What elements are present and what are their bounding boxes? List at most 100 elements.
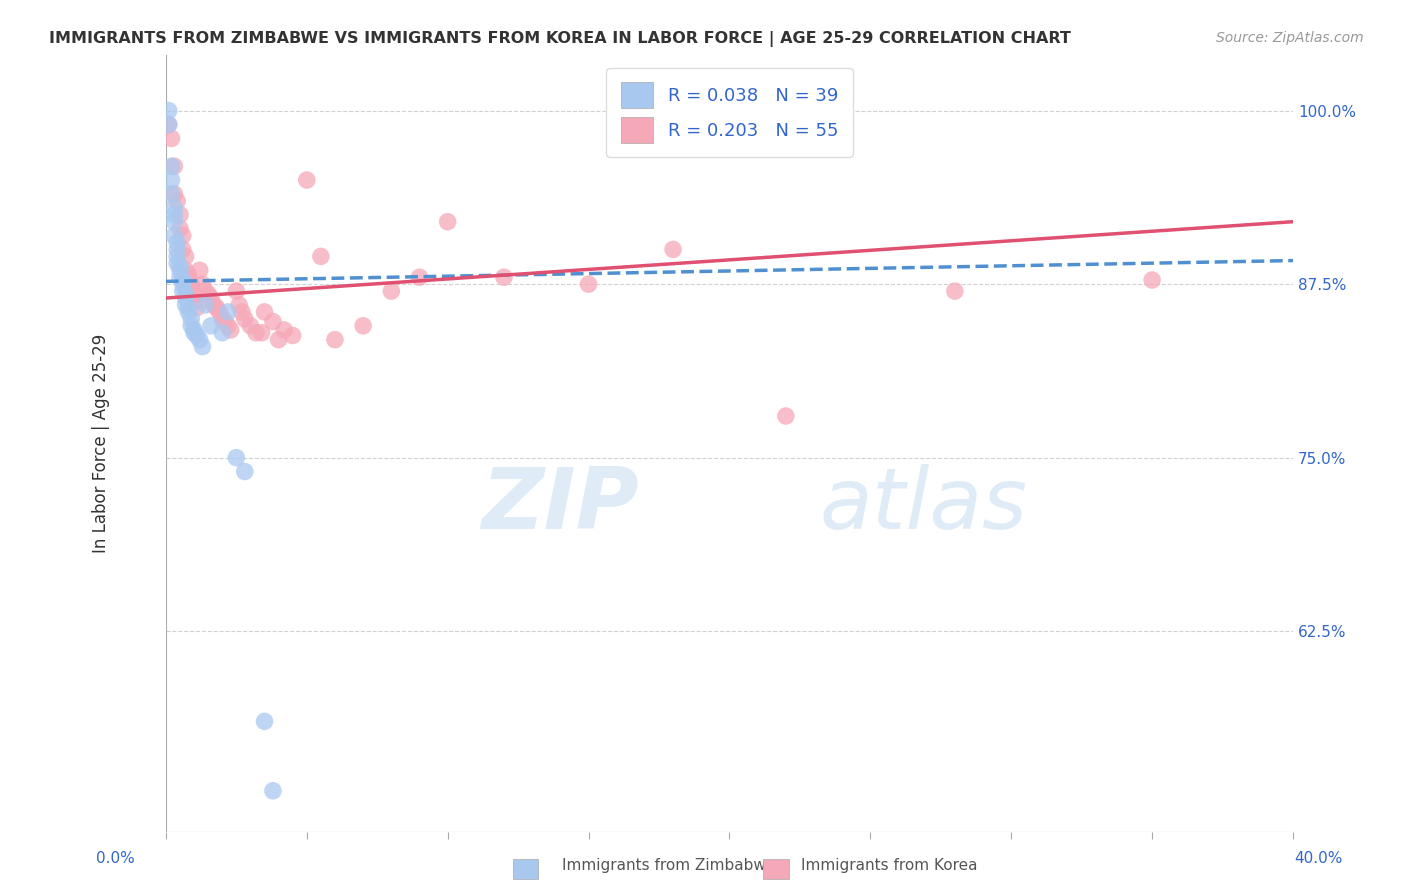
Text: IMMIGRANTS FROM ZIMBABWE VS IMMIGRANTS FROM KOREA IN LABOR FORCE | AGE 25-29 COR: IMMIGRANTS FROM ZIMBABWE VS IMMIGRANTS F…: [49, 31, 1071, 47]
Point: [253, 714, 276, 729]
Point: [177, 305, 200, 319]
Point: [160, 186, 183, 201]
Point: [262, 315, 284, 329]
Point: [217, 305, 239, 319]
Point: [191, 340, 214, 354]
Text: Immigrants from Zimbabwe: Immigrants from Zimbabwe: [562, 858, 776, 872]
Point: [174, 249, 197, 263]
Point: [323, 333, 346, 347]
Point: [169, 208, 191, 222]
Point: [160, 131, 183, 145]
Point: [309, 249, 332, 263]
Point: [233, 311, 256, 326]
Point: [208, 305, 231, 319]
Point: [157, 103, 180, 118]
Point: [172, 228, 194, 243]
Point: [200, 291, 222, 305]
Point: [183, 295, 205, 310]
Point: [295, 173, 318, 187]
Point: [197, 286, 219, 301]
Point: [211, 326, 233, 340]
Point: [177, 268, 200, 282]
Point: [180, 284, 202, 298]
Point: [174, 291, 197, 305]
Point: [157, 118, 180, 132]
Point: [172, 284, 194, 298]
Point: [225, 450, 247, 465]
Point: [281, 328, 304, 343]
Point: [163, 201, 186, 215]
Point: [166, 256, 188, 270]
Point: [943, 284, 966, 298]
Point: [180, 318, 202, 333]
Point: [160, 159, 183, 173]
Point: [157, 118, 180, 132]
Point: [231, 305, 253, 319]
Point: [166, 249, 188, 263]
Point: [172, 277, 194, 292]
Point: [186, 328, 208, 343]
Point: [180, 311, 202, 326]
Point: [436, 215, 458, 229]
Point: [183, 286, 205, 301]
Point: [408, 270, 430, 285]
Point: [239, 318, 262, 333]
Point: [163, 215, 186, 229]
Point: [194, 298, 217, 312]
Text: atlas: atlas: [820, 465, 1028, 548]
Point: [219, 323, 242, 337]
Point: [262, 784, 284, 798]
Point: [1140, 273, 1163, 287]
Point: [352, 318, 374, 333]
Point: [214, 315, 236, 329]
Point: [253, 305, 276, 319]
Point: [578, 277, 600, 292]
Text: ZIP: ZIP: [482, 465, 640, 548]
Point: [166, 235, 188, 250]
Point: [228, 298, 250, 312]
Point: [169, 221, 191, 235]
Point: [169, 259, 191, 273]
Text: 40.0%: 40.0%: [1295, 852, 1343, 866]
Point: [177, 301, 200, 315]
Point: [191, 277, 214, 292]
Text: 0.0%: 0.0%: [96, 852, 135, 866]
Point: [225, 284, 247, 298]
Point: [166, 194, 188, 208]
Point: [233, 465, 256, 479]
Point: [202, 298, 225, 312]
Text: Source: ZipAtlas.com: Source: ZipAtlas.com: [1216, 31, 1364, 45]
Point: [174, 298, 197, 312]
Point: [177, 273, 200, 287]
Point: [211, 311, 233, 326]
Point: [188, 263, 211, 277]
Point: [186, 301, 208, 315]
Point: [172, 243, 194, 257]
Point: [273, 323, 295, 337]
Point: [188, 333, 211, 347]
Text: Immigrants from Korea: Immigrants from Korea: [801, 858, 979, 872]
Legend: R = 0.038   N = 39, R = 0.203   N = 55: R = 0.038 N = 39, R = 0.203 N = 55: [606, 68, 852, 157]
Point: [163, 208, 186, 222]
Point: [217, 318, 239, 333]
Point: [163, 228, 186, 243]
Point: [180, 277, 202, 292]
Point: [169, 263, 191, 277]
Point: [183, 323, 205, 337]
Point: [163, 186, 186, 201]
Point: [200, 318, 222, 333]
Point: [174, 286, 197, 301]
Point: [492, 270, 515, 285]
Point: [169, 270, 191, 285]
Point: [163, 159, 186, 173]
Point: [662, 243, 685, 257]
Y-axis label: In Labor Force | Age 25-29: In Labor Force | Age 25-29: [93, 334, 110, 553]
Point: [775, 409, 797, 423]
Point: [183, 326, 205, 340]
Point: [380, 284, 402, 298]
Point: [194, 284, 217, 298]
Point: [160, 173, 183, 187]
Point: [205, 301, 228, 315]
Point: [250, 326, 273, 340]
Point: [245, 326, 267, 340]
